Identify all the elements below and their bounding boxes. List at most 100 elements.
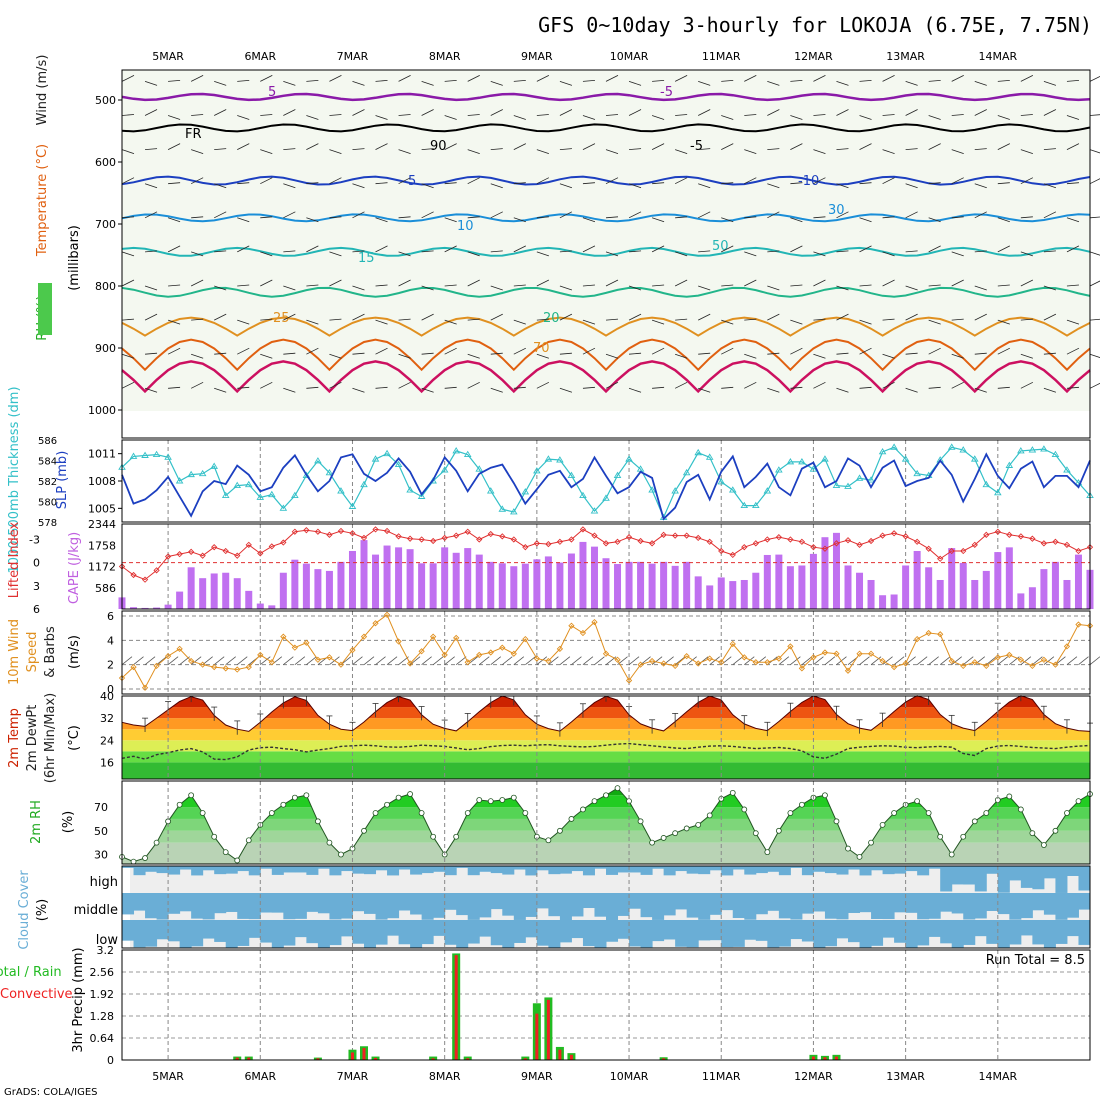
cloud-cell: [214, 893, 227, 914]
wind-speed-point: [176, 645, 183, 652]
li-ytick: 0: [33, 557, 40, 570]
wind-barb: [928, 115, 941, 120]
wind-barb: [628, 285, 642, 291]
cloud-cell: [801, 866, 814, 876]
wind-barb: [905, 109, 918, 116]
rh-point: [891, 810, 897, 816]
top-date-label: 8MAR: [429, 50, 461, 63]
slp-point: [671, 487, 679, 494]
rh-point: [291, 794, 298, 801]
slp-point: [682, 468, 691, 476]
wind-barb: [951, 318, 964, 321]
lifted-index-point: [510, 536, 517, 543]
wind-barb: [536, 353, 549, 359]
cloud-cell: [502, 920, 515, 948]
wind-barb: [605, 279, 619, 287]
wind-barb: [571, 656, 582, 665]
cape-frame: [121, 523, 1091, 610]
lifted-index-point: [153, 567, 160, 574]
wind-barb: [605, 318, 619, 321]
rh-band: [122, 795, 1090, 808]
wind-barb: [121, 279, 135, 287]
wind-barb: [744, 177, 757, 185]
cloud-cell: [1078, 920, 1091, 945]
wind-barb: [306, 347, 319, 355]
rh-band: [122, 807, 1090, 819]
wind-barb: [329, 75, 342, 82]
wind-speed-point: [153, 662, 160, 670]
temperature-contour: [121, 360, 1091, 394]
wind-speed-point: [326, 654, 333, 661]
wind-barb: [836, 387, 849, 393]
wind-barb: [859, 217, 872, 223]
lifted-index-point: [556, 538, 564, 545]
wind-speed-point: [810, 654, 817, 661]
cloud-cell: [536, 893, 549, 909]
cloud-cell: [329, 920, 342, 946]
cloud-cell: [640, 920, 653, 948]
wind-barb: [628, 211, 642, 219]
wind-speed-point: [141, 684, 149, 691]
precip-convective-bar: [558, 1049, 562, 1060]
rh-point: [361, 827, 367, 834]
lifted-index-point: [672, 532, 679, 539]
cloud-cell: [479, 893, 492, 918]
wind-speed-point: [591, 618, 598, 626]
wind-barb: [260, 75, 273, 82]
li-axis-label: Lifted Index: [7, 521, 22, 598]
wind-barb: [698, 250, 711, 253]
wind-barb: [444, 143, 457, 150]
rh-point: [430, 833, 437, 840]
wind-barb: [444, 347, 457, 355]
wind-barb: [1020, 216, 1033, 219]
cape-bar: [579, 541, 587, 609]
wind-barb: [1020, 353, 1033, 359]
lifted-index-point: [890, 530, 898, 537]
lifted-index-point: [706, 538, 713, 545]
cloud-cell: [179, 893, 192, 912]
lifted-index-point: [660, 531, 667, 538]
precip-frame: [121, 949, 1091, 1061]
wind-barb: [905, 183, 918, 189]
rh-point: [188, 792, 195, 799]
slp-point: [625, 455, 633, 462]
cloud-cell: [1078, 893, 1091, 910]
slp-point: [498, 505, 507, 512]
wind-barb: [790, 245, 803, 253]
cape-bar: [590, 546, 598, 609]
cloud-cell: [156, 866, 169, 874]
cloud-cell: [145, 866, 158, 872]
wind-barb: [721, 143, 734, 150]
wind-barb: [951, 279, 964, 287]
temp-band: [122, 718, 1090, 730]
wind-barb: [306, 115, 319, 120]
cape-bar: [844, 565, 852, 609]
lifted-index-point: [1040, 540, 1048, 547]
wind-barb: [490, 387, 503, 393]
cape-bar: [936, 579, 944, 609]
wind-speed-point: [741, 654, 748, 661]
cloud-cell: [467, 866, 480, 876]
cloud-cell: [479, 920, 492, 937]
wind-barb: [882, 177, 895, 185]
cape-bar: [775, 554, 783, 609]
wind-barb: [663, 656, 674, 665]
bottom-date-label: 9MAR: [521, 1070, 553, 1083]
cloud-cell: [225, 920, 238, 948]
rh-point: [833, 818, 840, 825]
wind-barb: [375, 80, 388, 82]
cloud-cell: [721, 866, 734, 876]
rh-point: [1041, 842, 1047, 848]
wind-barb: [513, 217, 526, 223]
wind-speed-point: [683, 653, 690, 660]
wind-barb: [882, 251, 895, 257]
cape-bar: [982, 570, 990, 609]
lifted-index-point: [844, 537, 852, 544]
cloud-cell: [652, 893, 665, 920]
wind-speed-point: [729, 640, 736, 648]
lifted-index-point: [602, 540, 610, 547]
wind-barb: [1020, 177, 1034, 185]
wind-barb: [375, 217, 388, 223]
wind-barb: [790, 284, 803, 287]
wind-speed-point: [775, 655, 782, 662]
